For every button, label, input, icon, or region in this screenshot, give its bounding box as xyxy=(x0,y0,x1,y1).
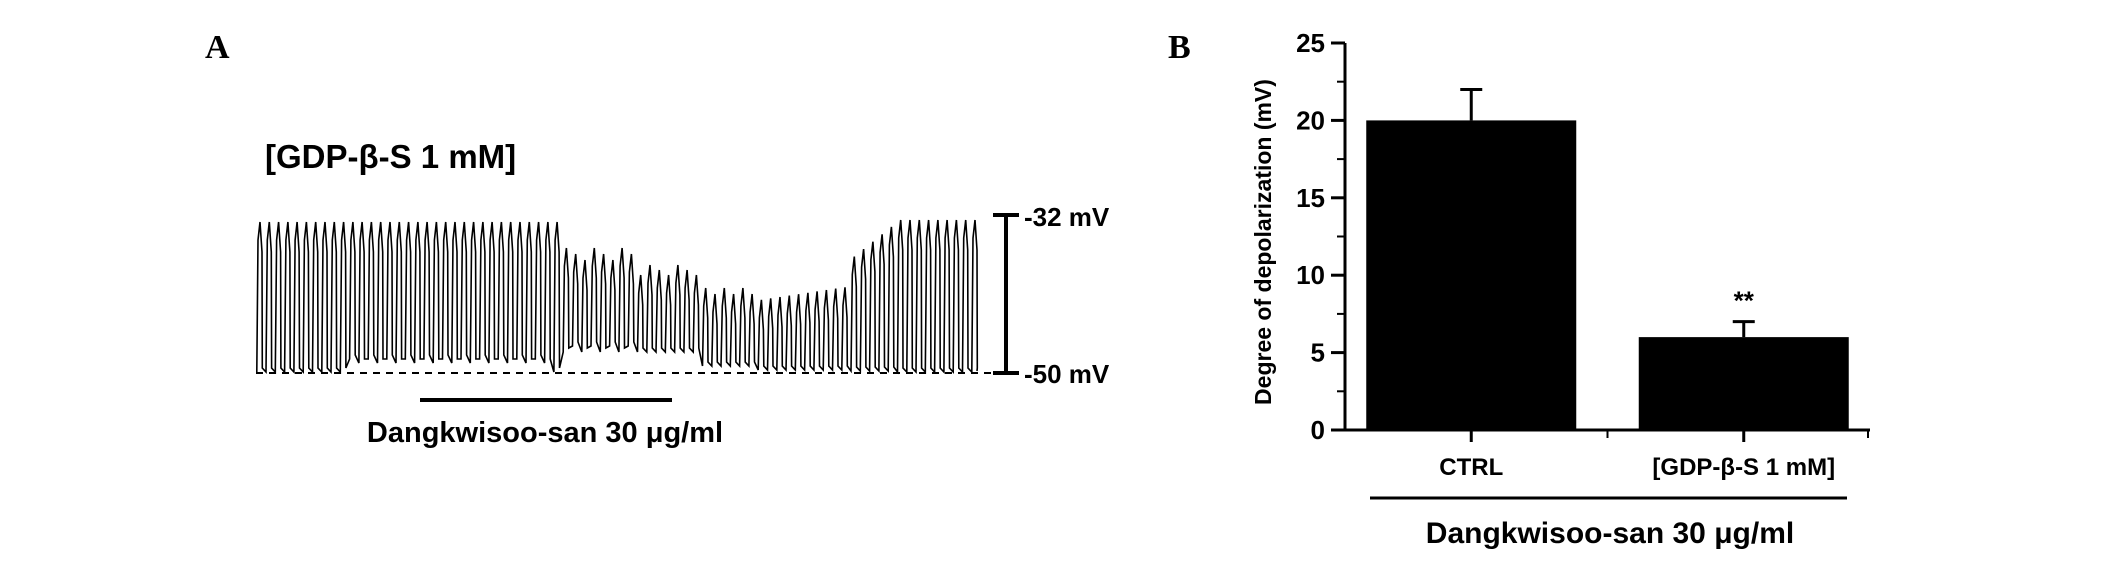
y-axis: 0 5 10 15 20 25 xyxy=(1296,28,1347,445)
voltage-scale-bar xyxy=(993,213,1019,375)
treatment-label: Dangkwisoo-san 30 μg/ml xyxy=(367,417,723,449)
membrane-potential-trace xyxy=(256,219,979,375)
y-tick-label: 15 xyxy=(1296,183,1325,213)
bar-1 xyxy=(1366,120,1577,431)
x-axis: CTRL [GDP-β-S 1 mM] xyxy=(1345,428,1870,481)
bar-chart: 0 5 10 15 20 25 ** CTRL [GDP-β-S 1 mM] xyxy=(1296,28,1870,481)
y-tick-label: 20 xyxy=(1296,105,1325,135)
scale-top-label: -32 mV xyxy=(1024,202,1110,232)
y-tick-label: 25 xyxy=(1296,28,1325,58)
y-axis-label: Degree of depolarization (mV) xyxy=(1250,79,1276,405)
trace-condition-label: [GDP-β-S 1 mM] xyxy=(265,138,516,175)
x-axis-label: Dangkwisoo-san 30 μg/ml xyxy=(1426,517,1794,550)
bars: ** xyxy=(1366,87,1849,431)
y-tick-label: 0 xyxy=(1311,415,1325,445)
panel-a-letter: A xyxy=(205,29,230,66)
y-tick-label: 5 xyxy=(1311,338,1325,368)
significance-label: ** xyxy=(1734,286,1755,316)
panel-b-letter: B xyxy=(1168,29,1191,66)
scale-bottom-label: -50 mV xyxy=(1024,359,1110,389)
bar-2 xyxy=(1638,337,1849,430)
x-tick-label: [GDP-β-S 1 mM] xyxy=(1652,454,1835,481)
x-tick-label: CTRL xyxy=(1439,454,1503,481)
y-tick-label: 10 xyxy=(1296,260,1325,290)
